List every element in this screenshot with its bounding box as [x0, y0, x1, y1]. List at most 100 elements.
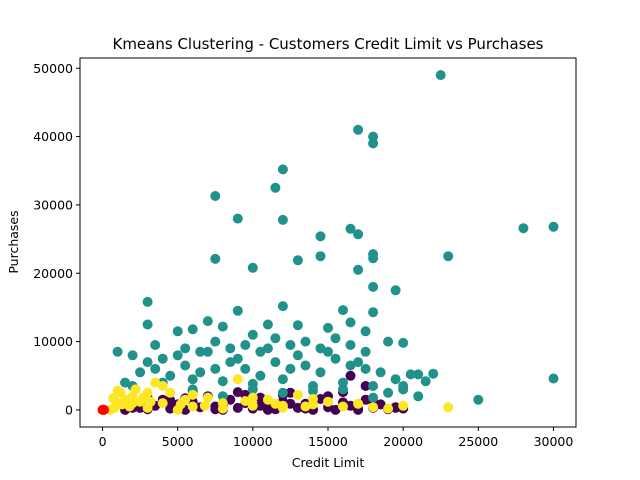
data-point: [127, 398, 138, 409]
data-point: [323, 322, 333, 333]
data-point: [240, 340, 251, 350]
data-point: [135, 367, 146, 378]
data-point: [117, 399, 128, 410]
data-point: [145, 396, 156, 407]
data-point: [330, 353, 341, 364]
data-point: [353, 229, 364, 240]
data-point: [345, 340, 356, 350]
data-point: [240, 396, 251, 406]
data-point: [383, 336, 394, 347]
x-tick-label: 5000: [162, 434, 194, 449]
data-point: [368, 392, 379, 403]
data-point: [390, 374, 401, 385]
data-point: [277, 400, 288, 411]
data-point: [108, 393, 119, 404]
data-point: [420, 376, 431, 387]
data-point: [518, 223, 529, 234]
data-point: [232, 353, 243, 364]
data-point: [187, 401, 198, 412]
data-point: [165, 395, 176, 406]
data-point: [292, 389, 303, 400]
data-point: [240, 363, 251, 374]
data-point: [338, 401, 348, 412]
data-point: [232, 213, 243, 224]
data-point: [210, 363, 221, 374]
data-point: [353, 124, 364, 135]
data-point: [360, 346, 371, 357]
data-point: [353, 264, 364, 275]
data-point: [255, 400, 266, 411]
data-point: [345, 370, 356, 381]
data-point: [217, 376, 228, 387]
data-point: [398, 384, 409, 395]
data-point: [435, 70, 446, 81]
data-point: [255, 346, 266, 357]
points-layer: [97, 70, 559, 415]
data-point: [285, 363, 296, 374]
data-point: [172, 350, 183, 361]
data-point: [345, 400, 356, 411]
data-point: [277, 301, 288, 312]
data-point: [353, 398, 364, 409]
data-point: [120, 377, 131, 388]
data-point: [262, 319, 273, 330]
data-point: [262, 343, 273, 354]
data-point: [165, 387, 176, 398]
data-point: [368, 307, 379, 318]
data-point: [548, 221, 559, 232]
data-point: [428, 368, 439, 379]
data-point: [277, 214, 288, 225]
data-point: [353, 357, 364, 368]
data-point: [202, 392, 213, 403]
x-tick-label: 10000: [233, 434, 273, 449]
data-point: [150, 377, 161, 388]
data-point: [270, 182, 281, 193]
data-point: [345, 317, 356, 328]
data-point: [130, 384, 141, 395]
data-point: [225, 394, 236, 405]
x-tick-label: 15000: [308, 434, 348, 449]
data-point: [127, 350, 138, 361]
data-point: [247, 329, 258, 340]
data-point: [383, 403, 394, 414]
data-point: [112, 385, 123, 396]
data-point: [175, 399, 186, 410]
data-point: [368, 138, 379, 149]
data-point: [232, 387, 243, 398]
data-point: [202, 316, 213, 327]
data-point: [210, 253, 221, 264]
data-point: [277, 374, 288, 385]
data-point: [315, 367, 326, 378]
data-point: [165, 403, 176, 414]
data-point: [375, 367, 386, 378]
data-point: [150, 363, 161, 374]
data-point: [112, 346, 123, 357]
data-point: [187, 389, 198, 400]
data-point: [270, 357, 281, 368]
data-point: [360, 326, 371, 337]
data-point: [443, 402, 454, 413]
data-point: [413, 369, 424, 380]
data-point: [199, 400, 210, 411]
data-point: [285, 387, 296, 398]
y-axis: 0 10000 20000 30000 40000 50000: [33, 61, 80, 417]
data-point: [157, 398, 168, 409]
data-point: [172, 326, 183, 337]
x-axis-label: Credit Limit: [292, 455, 365, 470]
x-tick-label: 0: [99, 434, 107, 449]
data-point: [315, 343, 326, 354]
data-point: [405, 369, 416, 380]
data-point: [187, 324, 198, 335]
data-point: [383, 387, 394, 398]
data-point: [315, 231, 326, 242]
x-axis: 0 5000 10000 15000 20000 25000 30000: [99, 427, 573, 449]
data-point: [255, 370, 266, 381]
data-point: [202, 346, 213, 357]
data-point: [138, 392, 149, 403]
data-point: [142, 296, 153, 307]
data-point: [277, 164, 288, 175]
data-point: [368, 253, 379, 264]
data-point: [308, 385, 318, 396]
data-point: [330, 333, 341, 344]
